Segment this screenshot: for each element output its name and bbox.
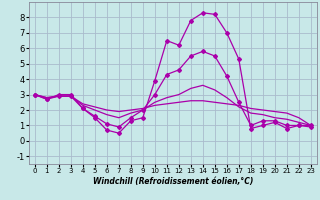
X-axis label: Windchill (Refroidissement éolien,°C): Windchill (Refroidissement éolien,°C) [92,177,253,186]
